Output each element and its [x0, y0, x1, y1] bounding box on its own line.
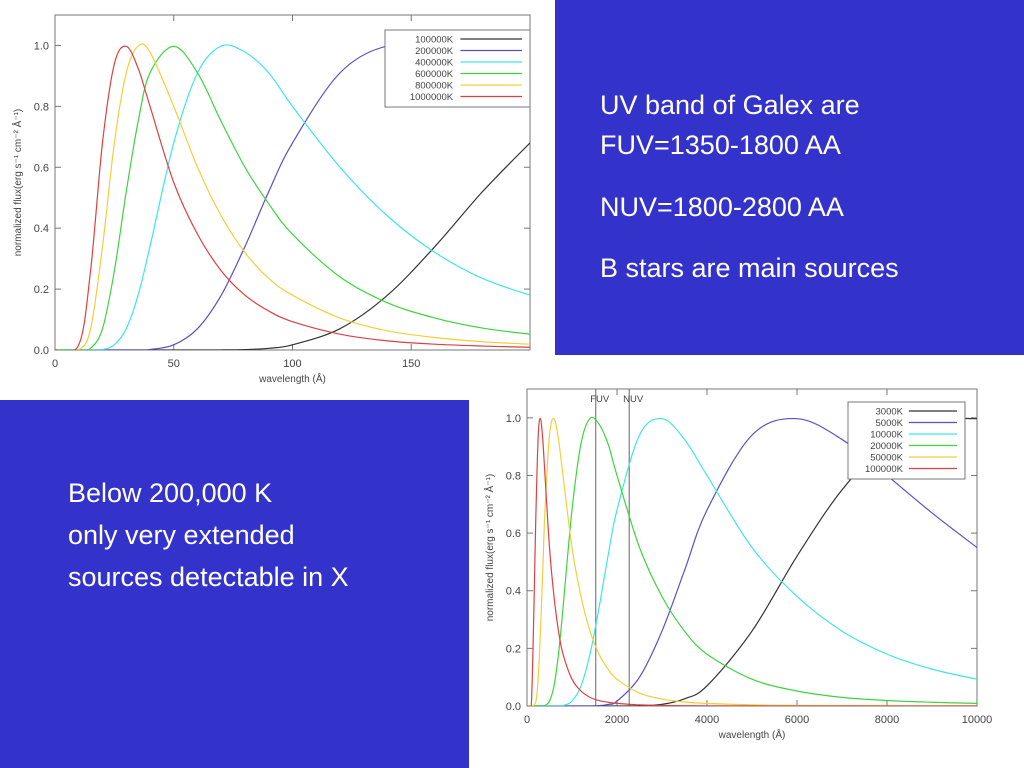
series-line [55, 142, 530, 350]
series-line [527, 417, 977, 706]
panel-text: UV band of Galex are [600, 90, 860, 120]
series-line [527, 417, 977, 706]
legend-label: 50000K [870, 453, 903, 464]
y-tick-label: 0.0 [34, 345, 49, 357]
legend-label: 5000K [876, 418, 904, 429]
series-line [527, 416, 977, 706]
y-tick-label: 0.8 [34, 101, 49, 113]
series-line [527, 417, 977, 706]
legend-label: 200000K [415, 46, 454, 57]
legend-label: 1000000K [410, 92, 454, 103]
series-line [527, 417, 977, 706]
x-tick-label: 0 [52, 358, 58, 370]
legend-label: 10000K [870, 430, 903, 441]
series-line [55, 43, 530, 350]
y-tick-label: 0.4 [506, 586, 521, 598]
x-tick-label: 2000 [605, 714, 629, 726]
panel-text: Below 200,000 K [68, 478, 272, 508]
legend-label: 600000K [415, 69, 454, 80]
x-tick-label: 8000 [875, 714, 899, 726]
legend-label: 20000K [870, 441, 903, 452]
panel-text: sources detectable in X [68, 562, 349, 592]
y-tick-label: 0.2 [506, 643, 521, 655]
series-line [55, 45, 530, 350]
series-line [527, 417, 977, 706]
panel-text: FUV=1350-1800 AA [600, 130, 841, 160]
legend-label: 100000K [415, 35, 454, 46]
panel-text: NUV=1800-2800 AA [600, 192, 844, 222]
y-tick-label: 0.8 [506, 470, 521, 482]
y-tick-label: 0.0 [506, 701, 521, 713]
legend-box [384, 29, 531, 108]
panel-text: only very extended [68, 520, 295, 550]
chart: 0.0 0.2 0.4 0.6 0.8 1.0 0 2000 4000 6000 8000 10000… [483, 388, 993, 741]
legend-label: 800000K [415, 81, 454, 92]
series-line [55, 45, 530, 350]
y-tick-label: 0.6 [506, 528, 521, 540]
legend-label: 3000K [876, 407, 904, 418]
y-axis-title: normalized flux(erg s⁻¹ cm⁻² Å⁻¹) [483, 474, 496, 622]
x-axis-title: wavelength (Å) [258, 372, 326, 385]
y-tick-label: 1.0 [506, 413, 521, 425]
y-axis-title: normalized flux(erg s⁻¹ cm⁻² Å⁻¹) [11, 109, 24, 257]
x-tick-label: 50 [168, 358, 180, 370]
x-tick-label: 10000 [962, 714, 993, 726]
marker-label: NUV [623, 394, 644, 405]
x-axis-title: wavelength (Å) [718, 728, 786, 741]
legend-label: 400000K [415, 58, 454, 69]
text-panel [555, 0, 1024, 350]
y-tick-label: 1.0 [34, 40, 49, 52]
y-tick-label: 0.6 [34, 162, 49, 174]
x-tick-label: 100 [283, 358, 301, 370]
panel-text: B stars are main sources [600, 253, 899, 283]
y-tick-label: 0.4 [34, 223, 49, 235]
y-tick-label: 0.2 [34, 284, 49, 296]
chart: 0.0 0.2 0.4 0.6 0.8 1.0 0 50 100 150 wavelength (Å… [11, 14, 531, 385]
legend-box [847, 401, 966, 480]
marker-label: FUV [590, 394, 610, 405]
x-tick-label: 6000 [785, 714, 809, 726]
legend-label: 100000K [865, 464, 904, 475]
text-panel [0, 400, 469, 768]
x-tick-label: 4000 [695, 714, 719, 726]
x-tick-label: 0 [524, 714, 530, 726]
x-tick-label: 150 [402, 358, 420, 370]
